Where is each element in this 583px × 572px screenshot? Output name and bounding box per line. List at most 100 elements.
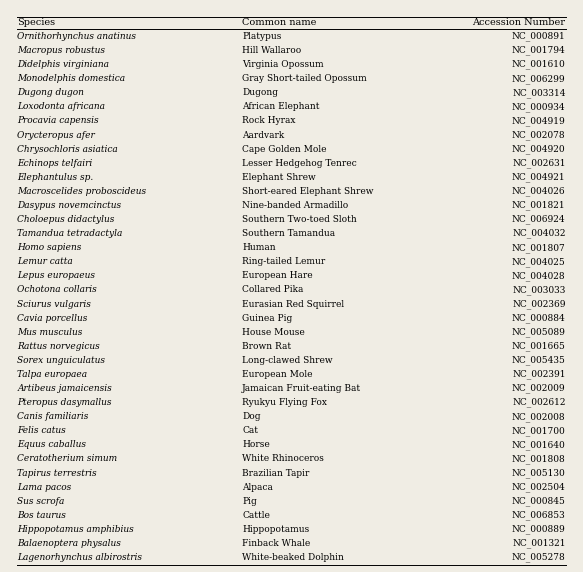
Text: Monodelphis domestica: Monodelphis domestica [17,74,125,83]
Text: NC_002078: NC_002078 [512,130,566,140]
Text: NC_000889: NC_000889 [512,525,566,534]
Text: NC_001807: NC_001807 [512,243,566,253]
Text: Eurasian Red Squirrel: Eurasian Red Squirrel [242,300,345,308]
Text: Dog: Dog [242,412,261,421]
Text: Balaenoptera physalus: Balaenoptera physalus [17,539,121,548]
Text: NC_005435: NC_005435 [512,356,566,365]
Text: Human: Human [242,243,276,252]
Text: Finback Whale: Finback Whale [242,539,310,548]
Text: Chrysochloris asiatica: Chrysochloris asiatica [17,145,118,154]
Text: Felis catus: Felis catus [17,426,66,435]
Text: Brazilian Tapir: Brazilian Tapir [242,468,310,478]
Text: Hill Wallaroo: Hill Wallaroo [242,46,301,55]
Text: Equus caballus: Equus caballus [17,440,86,450]
Text: Accession Number: Accession Number [472,18,566,26]
Text: NC_004028: NC_004028 [512,271,566,281]
Text: Rattus norvegicus: Rattus norvegicus [17,342,100,351]
Text: Choloepus didactylus: Choloepus didactylus [17,215,115,224]
Text: NC_001665: NC_001665 [512,341,566,351]
Text: Macropus robustus: Macropus robustus [17,46,106,55]
Text: Alpaca: Alpaca [242,483,273,491]
Text: Cattle: Cattle [242,511,270,520]
Text: NC_001808: NC_001808 [512,454,566,464]
Text: NC_001610: NC_001610 [512,60,566,69]
Text: Procavia capensis: Procavia capensis [17,117,99,125]
Text: Artibeus jamaicensis: Artibeus jamaicensis [17,384,113,393]
Text: Cat: Cat [242,426,258,435]
Text: Species: Species [17,18,55,26]
Text: Dugong dugon: Dugong dugon [17,88,85,97]
Text: Lemur catta: Lemur catta [17,257,73,267]
Text: White-beaked Dolphin: White-beaked Dolphin [242,553,344,562]
Text: NC_006924: NC_006924 [512,214,566,224]
Text: Ceratotherium simum: Ceratotherium simum [17,454,118,463]
Text: NC_004025: NC_004025 [512,257,566,267]
Text: Cavia porcellus: Cavia porcellus [17,313,88,323]
Text: Orycteropus afer: Orycteropus afer [17,130,95,140]
Text: Didelphis virginiana: Didelphis virginiana [17,60,110,69]
Text: Talpa europaea: Talpa europaea [17,370,87,379]
Text: NC_006853: NC_006853 [512,510,566,520]
Text: Dasypus novemcinctus: Dasypus novemcinctus [17,201,122,210]
Text: NC_002008: NC_002008 [512,412,566,422]
Text: Long-clawed Shrew: Long-clawed Shrew [242,356,333,365]
Text: Bos taurus: Bos taurus [17,511,66,520]
Text: Jamaican Fruit-eating Bat: Jamaican Fruit-eating Bat [242,384,361,393]
Text: Mus musculus: Mus musculus [17,328,83,337]
Text: African Elephant: African Elephant [242,102,319,112]
Text: Lepus europaeus: Lepus europaeus [17,271,96,280]
Text: Tapirus terrestris: Tapirus terrestris [17,468,97,478]
Text: Platypus: Platypus [242,32,282,41]
Text: NC_000845: NC_000845 [512,496,566,506]
Text: Pteropus dasymallus: Pteropus dasymallus [17,398,112,407]
Text: NC_004921: NC_004921 [512,172,566,182]
Text: Southern Two-toed Sloth: Southern Two-toed Sloth [242,215,357,224]
Text: House Mouse: House Mouse [242,328,305,337]
Text: NC_001700: NC_001700 [512,426,566,436]
Text: Echinops telfairi: Echinops telfairi [17,158,93,168]
Text: Brown Rat: Brown Rat [242,342,292,351]
Text: NC_001794: NC_001794 [512,46,566,55]
Text: Canis familiaris: Canis familiaris [17,412,89,421]
Text: Aardvark: Aardvark [242,130,285,140]
Text: Virginia Opossum: Virginia Opossum [242,60,324,69]
Text: Southern Tamandua: Southern Tamandua [242,229,335,238]
Text: Sciurus vulgaris: Sciurus vulgaris [17,300,92,308]
Text: Macroscelides proboscideus: Macroscelides proboscideus [17,187,146,196]
Text: NC_005278: NC_005278 [512,553,566,562]
Text: NC_004919: NC_004919 [512,116,566,126]
Text: NC_002612: NC_002612 [512,398,566,407]
Text: Ochotona collaris: Ochotona collaris [17,285,97,295]
Text: Elephant Shrew: Elephant Shrew [242,173,316,182]
Text: NC_001321: NC_001321 [512,539,566,549]
Text: White Rhinoceros: White Rhinoceros [242,454,324,463]
Text: NC_004026: NC_004026 [512,186,566,196]
Text: Ryukyu Flying Fox: Ryukyu Flying Fox [242,398,327,407]
Text: Lama pacos: Lama pacos [17,483,72,491]
Text: Tamandua tetradactyla: Tamandua tetradactyla [17,229,123,238]
Text: Hippopotamus amphibius: Hippopotamus amphibius [17,525,134,534]
Text: NC_001821: NC_001821 [512,201,566,210]
Text: Elephantulus sp.: Elephantulus sp. [17,173,94,182]
Text: NC_002631: NC_002631 [512,158,566,168]
Text: NC_000891: NC_000891 [512,31,566,41]
Text: Ornithorhynchus anatinus: Ornithorhynchus anatinus [17,32,136,41]
Text: European Hare: European Hare [242,271,313,280]
Text: Cape Golden Mole: Cape Golden Mole [242,145,326,154]
Text: Hippopotamus: Hippopotamus [242,525,310,534]
Text: Gray Short-tailed Opossum: Gray Short-tailed Opossum [242,74,367,83]
Text: Sus scrofa: Sus scrofa [17,496,65,506]
Text: NC_001640: NC_001640 [512,440,566,450]
Text: NC_004032: NC_004032 [512,229,566,239]
Text: NC_003033: NC_003033 [512,285,566,295]
Text: NC_002009: NC_002009 [512,384,566,394]
Text: Lesser Hedgehog Tenrec: Lesser Hedgehog Tenrec [242,158,357,168]
Text: Guinea Pig: Guinea Pig [242,313,293,323]
Text: Horse: Horse [242,440,270,450]
Text: NC_002391: NC_002391 [512,370,566,379]
Text: NC_000934: NC_000934 [512,102,566,112]
Text: Nine-banded Armadillo: Nine-banded Armadillo [242,201,349,210]
Text: Rock Hyrax: Rock Hyrax [242,117,296,125]
Text: Homo sapiens: Homo sapiens [17,243,82,252]
Text: NC_005089: NC_005089 [512,327,566,337]
